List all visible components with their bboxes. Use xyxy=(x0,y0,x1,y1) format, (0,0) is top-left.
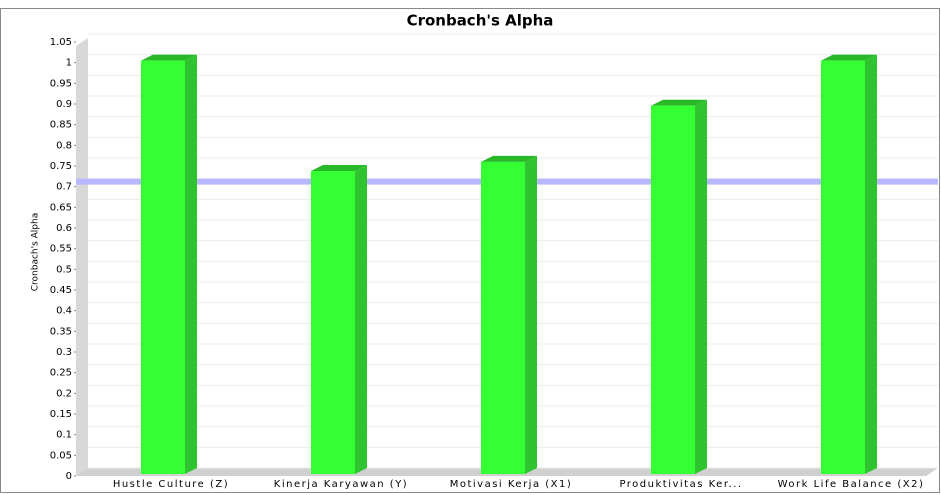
y-tick-label: 0.85 xyxy=(50,120,72,131)
y-tick-label: 0.15 xyxy=(50,409,72,420)
y-tick-label: 0.65 xyxy=(50,202,72,213)
y-tick-label: 0.05 xyxy=(50,450,72,461)
y-tick-label: 0.6 xyxy=(56,223,72,234)
x-tick-label: Produktivitas Ker... xyxy=(619,479,742,490)
y-tick-label: 0.55 xyxy=(50,244,72,255)
bar-side xyxy=(865,54,877,475)
y-tick-label: 0.95 xyxy=(50,78,72,89)
x-tick-label: Hustle Culture (Z) xyxy=(113,479,229,490)
bar-side xyxy=(695,99,707,474)
bar-side xyxy=(525,155,537,474)
chart-title: Cronbach's Alpha xyxy=(407,12,554,30)
y-tick-label: 0.75 xyxy=(50,161,72,172)
y-axis-label: Cronbach's Alpha xyxy=(31,213,41,292)
bar-top xyxy=(651,99,707,106)
y-tick-label: 0.3 xyxy=(56,347,72,358)
y-tick-label: 1.05 xyxy=(50,37,72,48)
x-tick-label: Motivasi Kerja (X1) xyxy=(450,479,573,490)
y-tick-label: 1 xyxy=(66,58,72,69)
y-tick-label: 0.2 xyxy=(56,388,72,399)
y-tick-label: 0.5 xyxy=(56,264,72,275)
bar xyxy=(311,171,355,474)
left-wall xyxy=(76,38,88,476)
bar-top xyxy=(141,54,197,61)
x-tick-label: Kinerja Karyawan (Y) xyxy=(274,479,408,490)
bar-side xyxy=(355,165,367,474)
y-tick-label: 0.45 xyxy=(50,285,72,296)
bar-top xyxy=(821,54,877,61)
bar-side xyxy=(185,54,197,475)
bar-top xyxy=(311,165,367,172)
bar-top xyxy=(481,155,537,162)
y-tick-label: 0.35 xyxy=(50,326,72,337)
bar xyxy=(141,60,185,475)
y-tick-label: 0.1 xyxy=(56,430,72,441)
y-tick-label: 0.25 xyxy=(50,368,72,379)
bar xyxy=(481,161,525,474)
y-tick-label: 0.7 xyxy=(56,182,72,193)
bar xyxy=(821,60,865,475)
bar xyxy=(651,105,695,474)
y-tick-label: 0 xyxy=(66,471,72,482)
y-tick-label: 0.9 xyxy=(56,99,72,110)
y-tick-label: 0.4 xyxy=(56,306,72,317)
y-tick-label: 0.8 xyxy=(56,140,72,151)
x-tick-label: Work Life Balance (X2) xyxy=(778,479,925,490)
